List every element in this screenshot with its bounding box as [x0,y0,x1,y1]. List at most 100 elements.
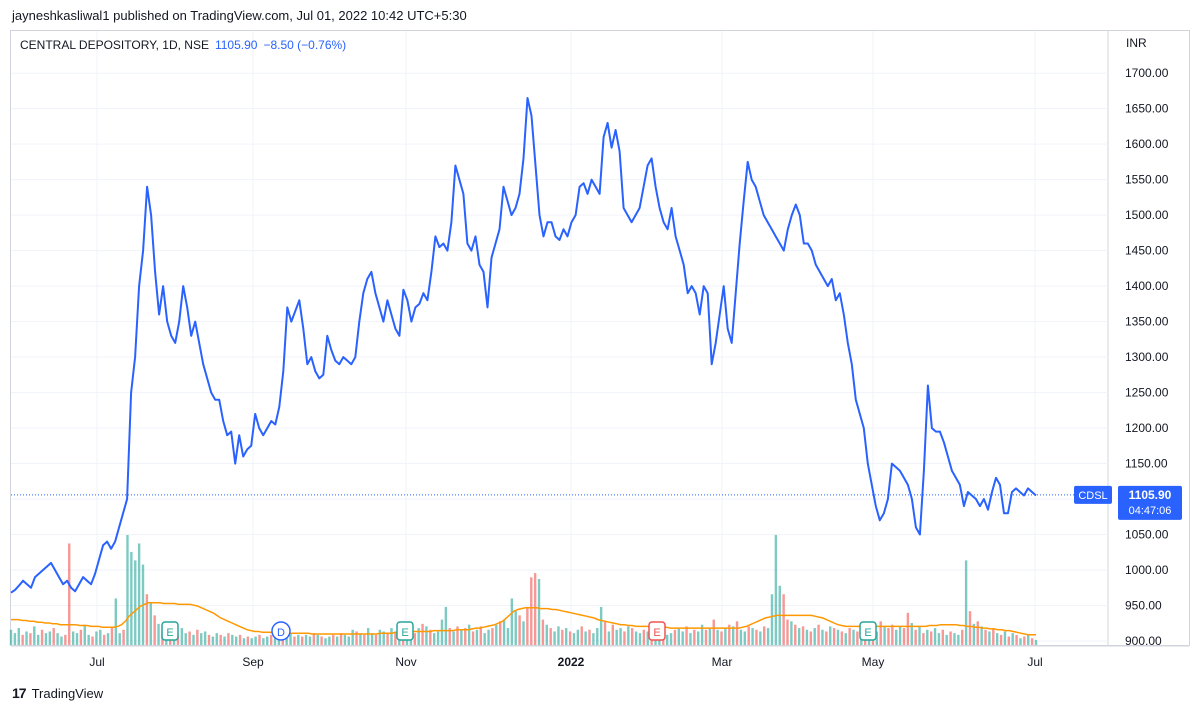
volume-bar [223,636,226,645]
volume-bar [588,629,591,645]
volume-bar [949,631,952,645]
symbol-legend: CENTRAL DEPOSITORY, 1D, NSE 1105.90 −8.50 … [20,38,346,52]
volume-bar [747,626,750,645]
last-price: 1105.90 [214,38,258,52]
volume-bar [351,629,354,645]
volume-bar [751,628,754,645]
symbol-tag [1074,485,1112,504]
earnings-marker[interactable] [396,621,414,641]
volume-bar [44,633,48,645]
volume-bar [36,634,40,645]
volume-bar [254,636,257,645]
volume-bar [499,621,502,645]
volume-bar [110,628,114,645]
volume-bar [157,623,160,645]
volume-bar [285,634,288,645]
x-tick-label: Nov [395,655,416,669]
volume-bar [413,633,416,645]
volume-bar [689,633,692,645]
earnings-marker[interactable] [161,621,179,641]
volume-bar [40,629,44,645]
volume-bar [316,634,319,645]
volume-bar [697,631,700,645]
volume-bar [262,638,265,645]
volume-bar [347,636,350,645]
dividend-marker[interactable] [271,621,291,641]
volume-bar [130,551,133,645]
volume-bar [502,619,506,645]
volume-bar [669,633,673,645]
volume-bar [99,629,102,645]
volume-bar [510,598,514,645]
volume-bar [242,638,246,645]
volume-bar [545,624,548,645]
volume-bar [813,628,816,645]
volume-bar [856,631,859,645]
volume-bar [433,633,436,645]
y-tick-label: 1300.00 [1125,350,1169,364]
volume-bar [623,631,626,645]
volume-bar [805,629,809,645]
symbol-title: CENTRAL DEPOSITORY, 1D, NSE [20,38,209,52]
volume-bar [106,633,110,645]
volume-bar [114,598,118,645]
volume-bar [580,626,583,645]
volume-bar [743,631,747,645]
volume-bar [603,621,607,645]
price-tag [1118,485,1182,520]
volume-bar [64,634,67,645]
volume-bar [374,634,378,645]
volume-bar [48,631,52,645]
volume-bar [522,621,525,645]
volume-bar [332,634,335,645]
volume-bar [328,636,331,645]
y-tick-label: 1250.00 [1125,386,1169,400]
volume-bar [774,535,778,645]
earnings-marker[interactable] [859,621,877,641]
volume-bar [188,631,191,645]
price-change: −8.50 (−0.76%) [263,38,347,52]
volume-bar [995,633,999,645]
volume-bar [153,615,156,645]
volume-bar [945,634,948,645]
y-tick-label: 1600.00 [1125,137,1169,151]
volume-bar [56,633,59,645]
volume-bar [417,628,420,645]
volume-bar [452,631,455,645]
volume-bar [118,633,121,645]
earnings-marker[interactable] [648,621,666,641]
volume-bar [731,626,735,645]
footer-brand[interactable]: 17 TradingView [12,685,103,701]
volume-bar [844,633,847,645]
volume-bar [631,628,634,645]
volume-bar [1027,634,1030,645]
y-tick-label: 900.00 [1125,634,1162,648]
volume-bar [192,634,195,645]
volume-bar [386,633,389,645]
volume-bar [724,628,727,645]
volume-bar [378,629,382,645]
volume-bar [456,626,459,645]
volume-bar [258,634,261,645]
volume-bar [514,611,517,645]
volume-bar [234,636,238,645]
y-tick-label: 1150.00 [1125,457,1168,471]
volume-bar [712,619,715,645]
y-tick-label: 1050.00 [1125,528,1169,542]
volume-bar [17,628,20,645]
volume-bar [491,628,494,645]
y-tick-label: 1700.00 [1125,66,1169,80]
volume-bar [673,629,677,645]
event-marker-label: D [277,627,285,639]
volume-bar [953,633,956,645]
volume-bar [829,626,832,645]
publish-caption: jayneshkasliwal1 published on TradingVie… [12,8,467,23]
volume-bar [883,626,886,645]
volume-bar [530,577,533,645]
volume-bar [471,631,475,645]
x-tick-label: May [862,655,885,669]
event-marker-label: E [653,627,660,639]
volume-bar [297,634,300,645]
volume-bar [533,573,537,645]
